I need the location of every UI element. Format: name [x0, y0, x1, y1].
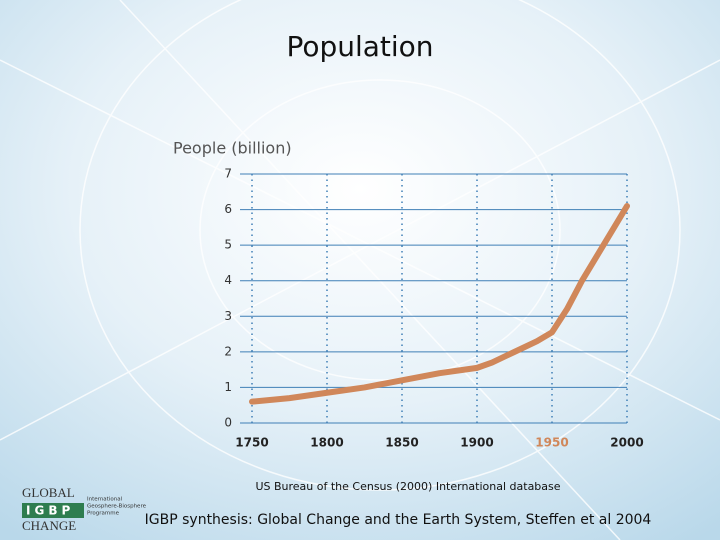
y-tick-label: 0: [224, 416, 232, 430]
source: US Bureau of the Census (2000) Internati…: [255, 480, 560, 493]
logo-bottom: CHANGE: [22, 518, 76, 533]
y-tick-label: 5: [224, 238, 232, 252]
logo-middle: IGBP: [26, 504, 74, 518]
y-tick-label: 2: [224, 344, 232, 358]
y-tick-label: 3: [224, 309, 232, 323]
y-tick-label: 4: [224, 273, 232, 287]
y-axis-label: People (billion): [173, 139, 292, 158]
x-tick-label: 1950: [535, 436, 568, 450]
chart-title: Population: [286, 30, 433, 63]
x-tick-label: 1800: [310, 436, 343, 450]
plot: 0 1 2 3 4 5 6 7 1750 1800 1850 1900 1950 2000: [224, 167, 643, 450]
logo: GLOBAL IGBP CHANGE International Geosphe…: [22, 485, 147, 533]
y-tick-label: 7: [224, 167, 232, 181]
logo-top: GLOBAL: [22, 485, 75, 500]
x-tick-label: 1850: [385, 436, 418, 450]
x-tick-label: 1900: [460, 436, 493, 450]
y-tick-label: 1: [224, 380, 232, 394]
credit: IGBP synthesis: Global Change and the Ea…: [145, 512, 652, 528]
logo-band: [22, 503, 84, 518]
logo-side: International: [87, 497, 123, 503]
logo-side: Programme: [87, 511, 120, 517]
x-tick-label: 1750: [235, 436, 268, 450]
data-line: [249, 203, 630, 405]
logo-side: Geosphere-Biosphere: [87, 504, 147, 510]
y-tick-label: 6: [224, 202, 232, 216]
x-tick-label: 2000: [610, 436, 643, 450]
